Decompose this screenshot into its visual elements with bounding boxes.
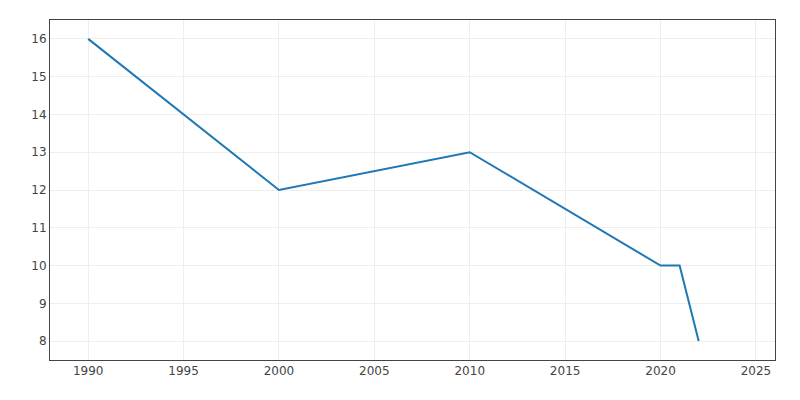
svg-text:8: 8 (39, 334, 47, 348)
svg-text:1990: 1990 (73, 364, 104, 378)
svg-text:2000: 2000 (264, 364, 295, 378)
svg-text:13: 13 (31, 145, 46, 159)
svg-text:1995: 1995 (168, 364, 199, 378)
svg-text:9: 9 (39, 297, 47, 311)
svg-text:2025: 2025 (741, 364, 772, 378)
svg-text:14: 14 (31, 108, 46, 122)
svg-text:2020: 2020 (645, 364, 676, 378)
svg-text:11: 11 (31, 221, 46, 235)
svg-text:10: 10 (31, 259, 46, 273)
svg-text:12: 12 (31, 183, 46, 197)
svg-text:2005: 2005 (359, 364, 390, 378)
svg-text:15: 15 (31, 70, 46, 84)
svg-text:16: 16 (31, 32, 46, 46)
svg-text:2010: 2010 (454, 364, 485, 378)
svg-text:2015: 2015 (550, 364, 581, 378)
